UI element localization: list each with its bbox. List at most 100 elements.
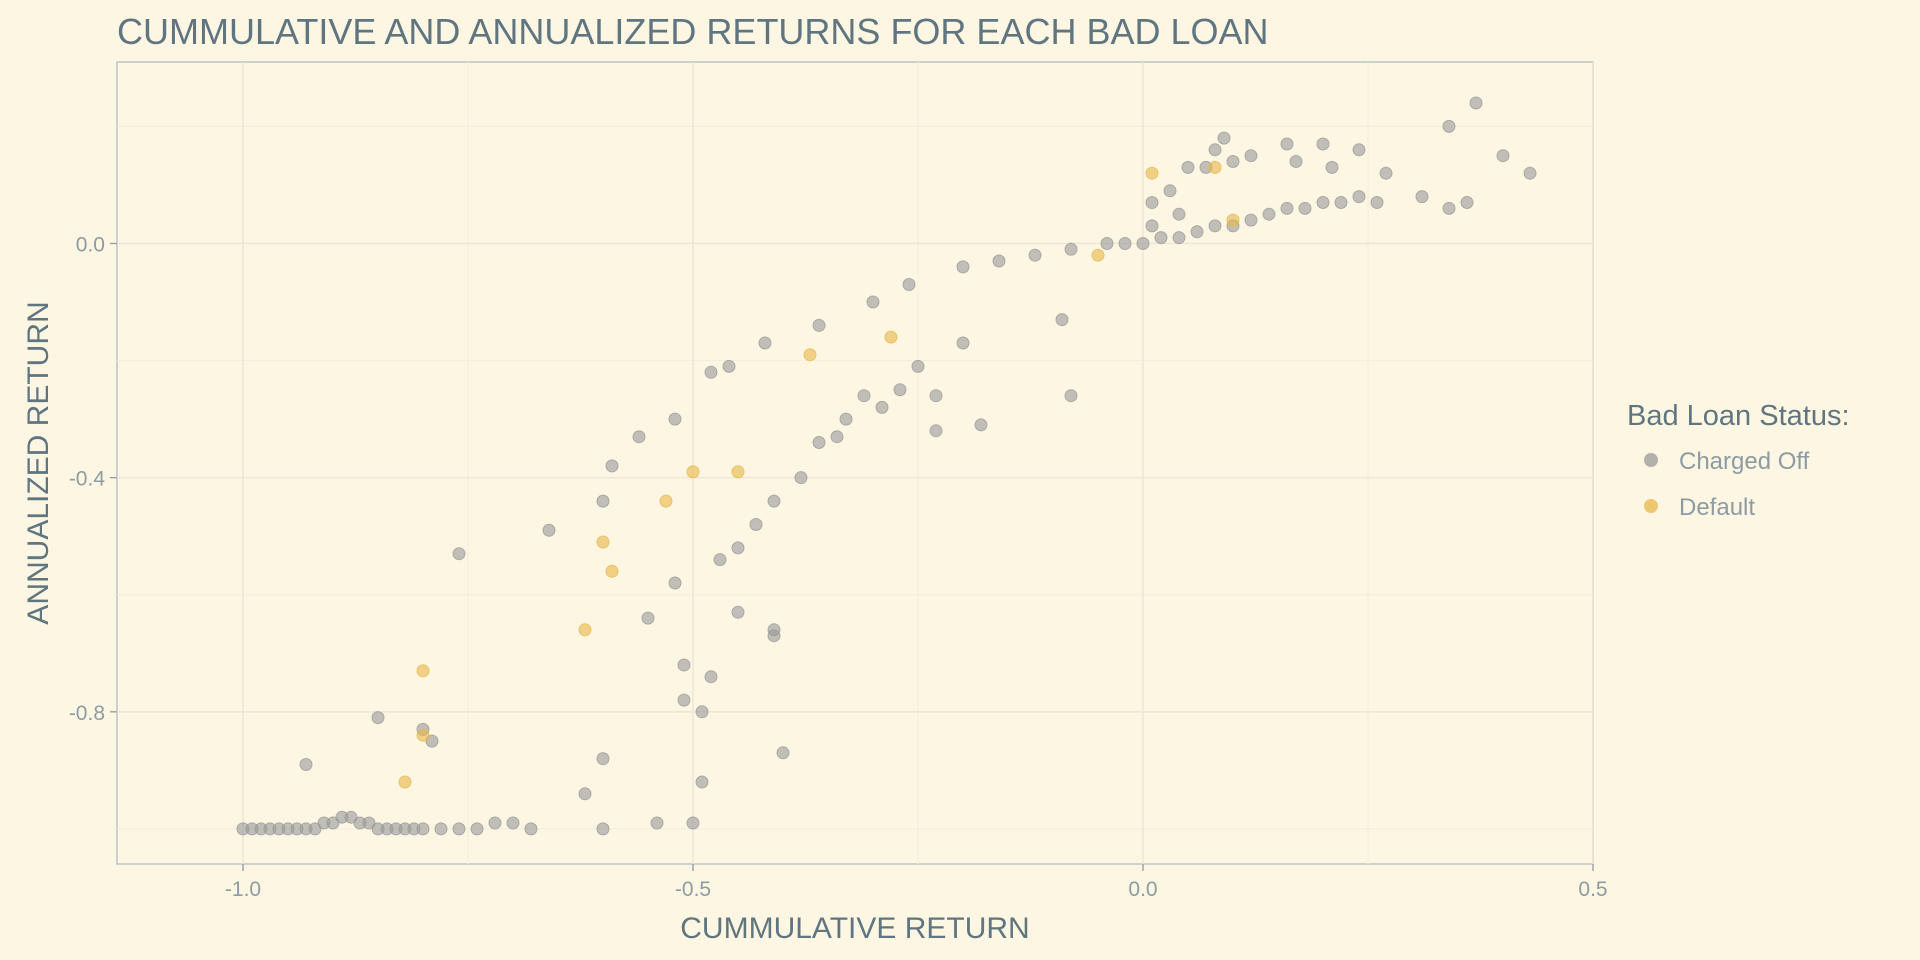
point-charged-off (506, 816, 520, 830)
y-tick-label: 0.0 (76, 233, 105, 256)
point-charged-off (605, 459, 619, 473)
point-charged-off (1352, 190, 1366, 204)
point-charged-off (470, 822, 484, 836)
point-charged-off (1181, 160, 1195, 174)
point-charged-off (362, 816, 376, 830)
point-charged-off (308, 822, 322, 836)
y-axis-ticks: -0.8 -0.4 0.0 (69, 233, 117, 725)
point-charged-off (596, 822, 610, 836)
point-charged-off (344, 810, 358, 824)
point-default (416, 728, 430, 742)
point-charged-off (686, 816, 700, 830)
legend-marker-default (1644, 499, 1658, 513)
point-charged-off (866, 295, 880, 309)
point-charged-off (1064, 242, 1078, 256)
point-charged-off (1379, 166, 1393, 180)
point-charged-off (956, 260, 970, 274)
point-default (1226, 213, 1240, 227)
point-charged-off (731, 605, 745, 619)
point-default (1145, 166, 1159, 180)
point-charged-off (1334, 196, 1348, 209)
point-default (1208, 160, 1222, 174)
point-charged-off (1496, 149, 1510, 163)
point-charged-off (722, 359, 736, 373)
point-charged-off (1280, 201, 1294, 215)
x-tick-label: -0.5 (675, 878, 711, 901)
point-charged-off (1442, 119, 1456, 133)
point-charged-off (911, 359, 925, 373)
point-charged-off (776, 746, 790, 760)
point-default (884, 330, 898, 344)
legend-title: Bad Loan Status: (1627, 400, 1850, 432)
point-charged-off (1469, 96, 1483, 110)
point-charged-off (596, 494, 610, 508)
point-charged-off (524, 822, 538, 836)
point-charged-off (902, 278, 916, 291)
point-charged-off (425, 734, 439, 748)
point-charged-off (416, 822, 430, 836)
point-charged-off (992, 254, 1006, 268)
point-charged-off (1226, 155, 1240, 168)
point-charged-off (668, 412, 682, 426)
point-charged-off (929, 389, 943, 403)
point-default (596, 535, 610, 549)
point-charged-off (956, 336, 970, 350)
y-tick-label: -0.4 (69, 468, 106, 491)
x-axis-ticks: -1.0 -0.5 0.0 0.5 (225, 864, 1608, 901)
point-charged-off (812, 436, 826, 449)
point-charged-off (668, 576, 682, 590)
point-charged-off (767, 629, 781, 643)
x-tick-label: -1.0 (225, 878, 261, 901)
point-default (416, 664, 430, 678)
point-charged-off (1217, 131, 1231, 145)
point-charged-off (452, 547, 466, 561)
point-charged-off (704, 670, 718, 684)
point-charged-off (1118, 237, 1132, 250)
point-charged-off (695, 775, 709, 789)
point-charged-off (1055, 313, 1069, 327)
point-default (803, 348, 817, 362)
chart-title: CUMMULATIVE AND ANNUALIZED RETURNS FOR E… (117, 11, 1269, 52)
y-axis-title: ANNUALIZED RETURN (22, 301, 55, 624)
point-charged-off (1163, 184, 1177, 198)
grid-major (117, 62, 1594, 864)
point-charged-off (1064, 389, 1078, 403)
point-charged-off (1298, 201, 1312, 215)
point-default (1091, 248, 1105, 262)
point-charged-off (1316, 137, 1330, 151)
point-charged-off (1190, 225, 1204, 239)
point-charged-off (1154, 231, 1168, 245)
point-charged-off (794, 471, 808, 485)
point-charged-off (1262, 207, 1276, 221)
data-points (236, 96, 1537, 836)
legend-label-default: Default (1679, 494, 1755, 521)
x-axis-title: CUMMULATIVE RETURN (680, 912, 1029, 945)
point-charged-off (1460, 196, 1474, 209)
point-default (398, 775, 412, 789)
point-charged-off (488, 816, 502, 830)
point-charged-off (1289, 155, 1303, 168)
point-default (605, 564, 619, 578)
point-charged-off (1208, 143, 1222, 157)
point-charged-off (677, 658, 691, 672)
legend-label-charged-off: Charged Off (1679, 448, 1810, 475)
point-charged-off (452, 822, 466, 836)
point-charged-off (1145, 196, 1159, 209)
point-charged-off (974, 418, 988, 432)
point-charged-off (1172, 207, 1186, 221)
point-charged-off (371, 711, 385, 725)
point-charged-off (830, 430, 844, 444)
point-charged-off (1136, 237, 1150, 250)
point-charged-off (299, 758, 313, 771)
point-charged-off (434, 822, 448, 836)
point-charged-off (632, 430, 646, 444)
point-charged-off (1370, 196, 1384, 209)
point-charged-off (758, 336, 772, 350)
point-charged-off (677, 693, 691, 707)
plot-panel (116, 61, 1594, 865)
point-charged-off (893, 383, 907, 397)
point-charged-off (839, 412, 853, 426)
point-charged-off (1442, 201, 1456, 215)
point-charged-off (1316, 196, 1330, 209)
point-charged-off (578, 787, 592, 801)
